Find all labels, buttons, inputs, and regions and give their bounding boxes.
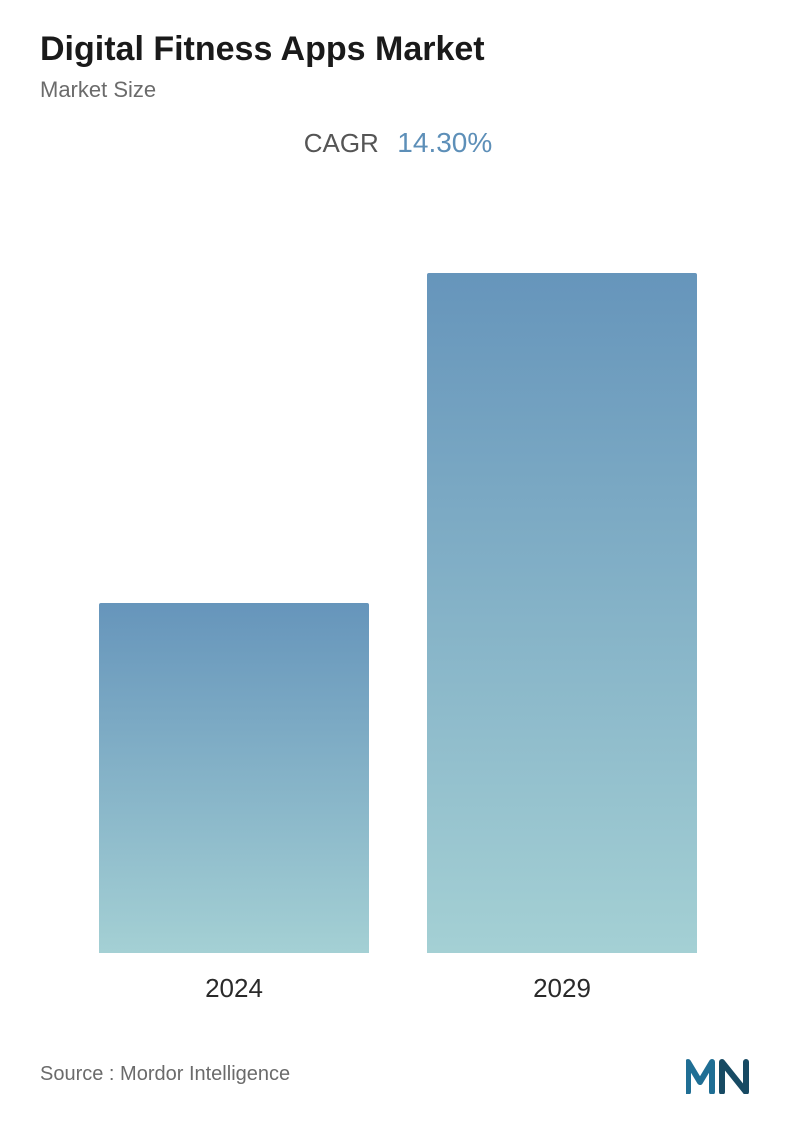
bar-group-1: 2029 — [427, 273, 697, 1004]
chart-title: Digital Fitness Apps Market — [40, 30, 756, 69]
bar-label-0: 2024 — [205, 973, 263, 1004]
chart-subtitle: Market Size — [40, 77, 756, 103]
brand-logo — [686, 1054, 756, 1094]
chart-container: Digital Fitness Apps Market Market Size … — [0, 0, 796, 1034]
source-text: Source : Mordor Intelligence — [40, 1063, 290, 1086]
cagr-value: 14.30% — [397, 127, 492, 158]
bar-1 — [427, 273, 697, 953]
footer: Source : Mordor Intelligence — [0, 1034, 796, 1124]
bar-group-0: 2024 — [99, 603, 369, 1004]
cagr-label: CAGR — [304, 128, 379, 158]
cagr-row: CAGR 14.30% — [40, 127, 756, 159]
mn-logo-icon — [686, 1054, 756, 1094]
bar-0 — [99, 603, 369, 953]
chart-area: 2024 2029 — [40, 189, 756, 1034]
bar-label-1: 2029 — [533, 973, 591, 1004]
